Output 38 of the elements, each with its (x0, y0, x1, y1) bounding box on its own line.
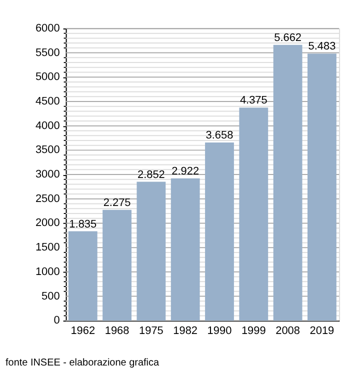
bar (273, 44, 302, 321)
source-note: fonte INSEE - elaborazione grafica (6, 357, 160, 368)
bar (205, 142, 234, 321)
y-tick-label: 2500 (35, 192, 60, 205)
x-tick-label: 1999 (241, 325, 266, 338)
data-label: 1.835 (69, 218, 97, 230)
bar (136, 182, 166, 321)
y-tick-label: 6000 (35, 22, 60, 34)
y-tick-label: 5000 (35, 71, 60, 84)
x-tick-label: 1990 (207, 325, 232, 338)
y-tick-label: 2000 (35, 217, 60, 230)
data-label: 3.658 (206, 130, 234, 142)
y-tick-label: 4000 (35, 120, 60, 132)
y-tick-label: 5500 (35, 46, 60, 59)
bar (239, 108, 268, 321)
y-tick-label: 3500 (35, 144, 60, 156)
y-tick-label: 1500 (35, 242, 60, 254)
x-tick-label: 2019 (310, 325, 334, 338)
bar (68, 231, 98, 321)
bar (102, 210, 132, 321)
x-tick-label: 2008 (276, 325, 300, 338)
data-label: 2.275 (103, 196, 131, 209)
x-tick-label: 1982 (173, 325, 198, 338)
x-tick-label: 1968 (104, 325, 130, 338)
y-tick-label: 500 (42, 290, 60, 302)
y-tick-label: 3000 (35, 168, 60, 181)
y-tick-label: 4500 (35, 95, 60, 108)
y-tick-label: 0 (54, 314, 60, 327)
data-label: 5.662 (274, 32, 302, 44)
y-tick-label: 1000 (35, 266, 60, 278)
data-label: 2.852 (137, 168, 165, 181)
bar (170, 178, 200, 321)
data-label: 2.922 (172, 165, 200, 178)
bar (308, 54, 336, 321)
data-label: 4.375 (240, 94, 268, 107)
x-tick-label: 1962 (70, 325, 96, 338)
x-tick-label: 1975 (139, 325, 164, 338)
data-label: 5.483 (308, 40, 336, 53)
